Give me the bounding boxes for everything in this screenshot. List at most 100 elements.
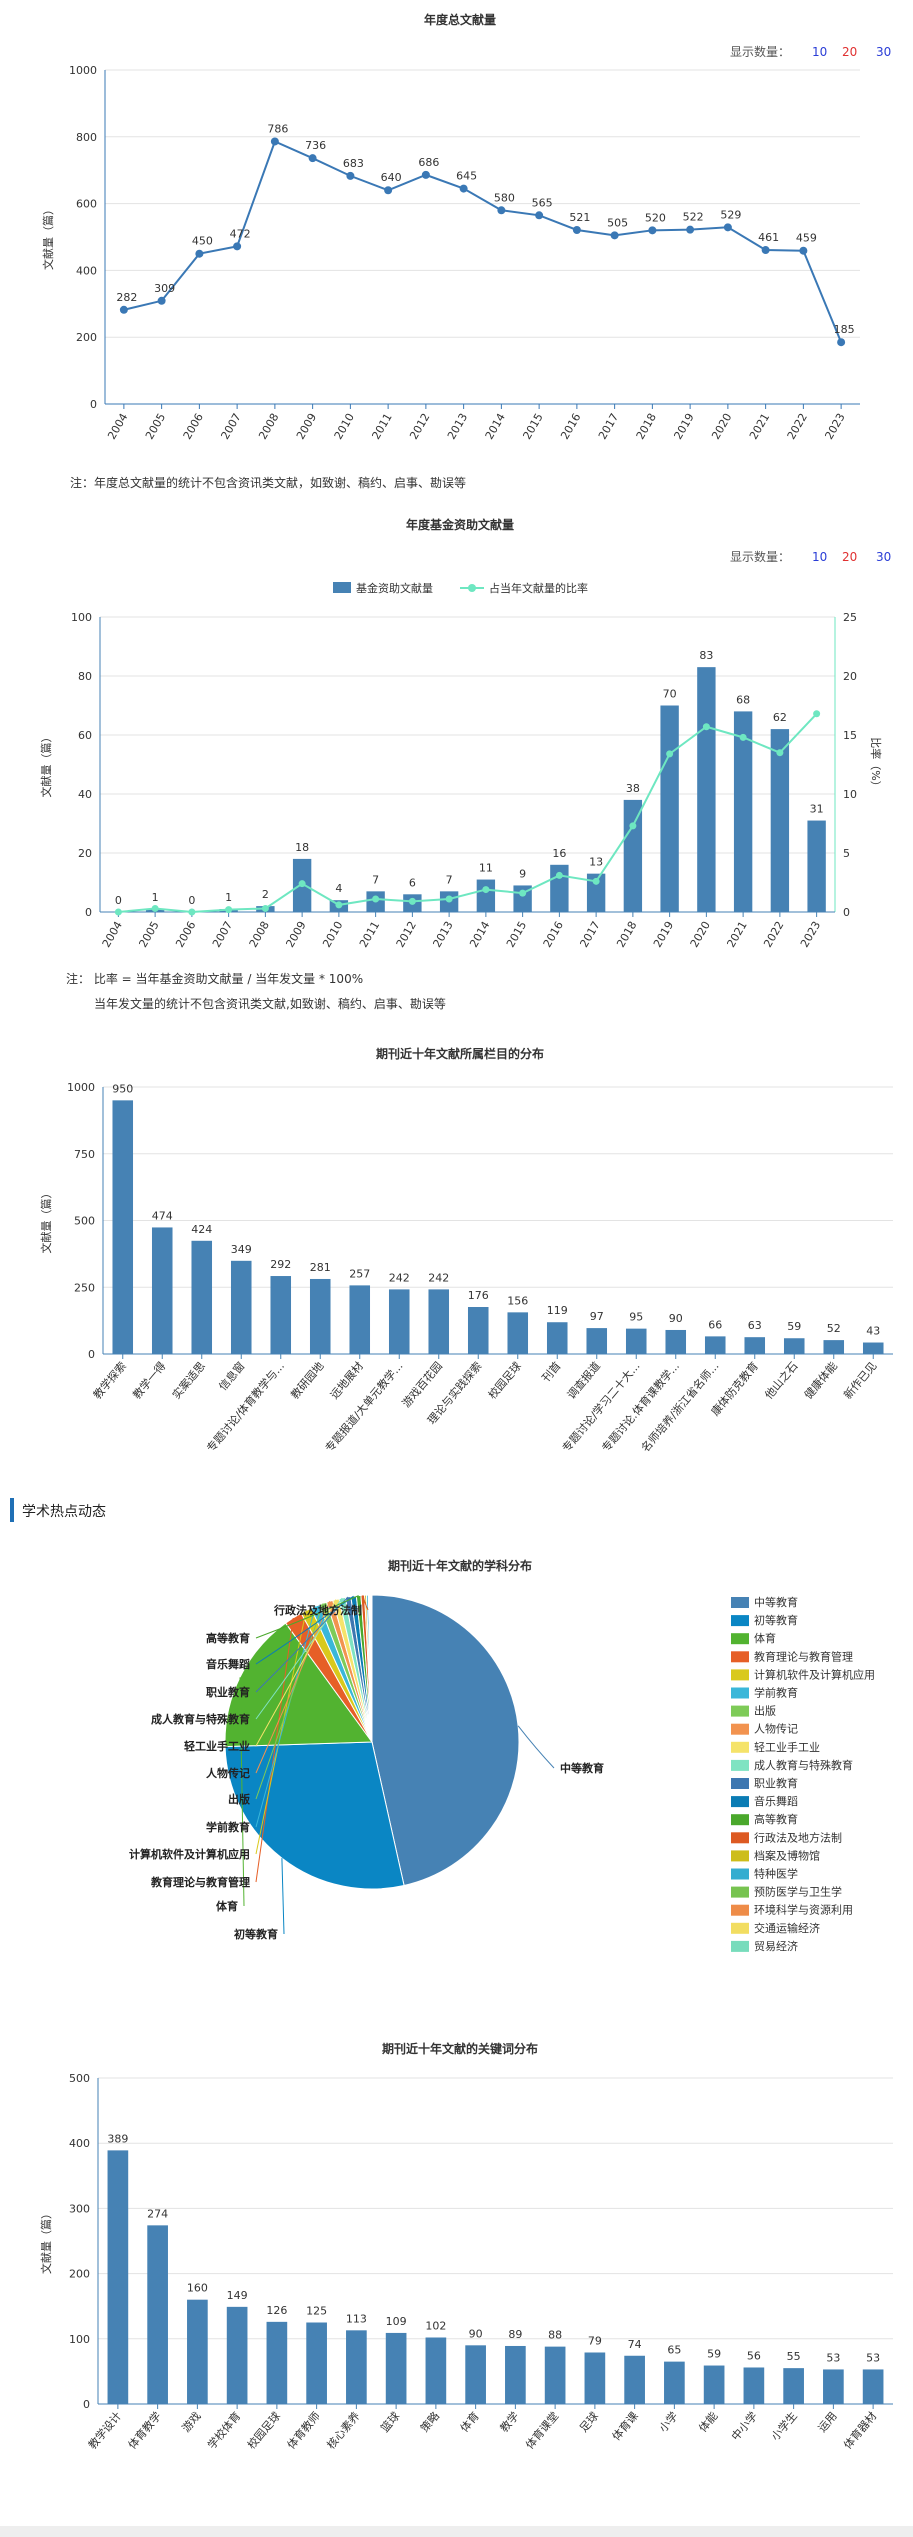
- bar[interactable]: [665, 1329, 687, 1354]
- data-point[interactable]: [270, 137, 279, 146]
- ratio-point[interactable]: [335, 901, 343, 909]
- bar[interactable]: [743, 2367, 765, 2404]
- legend-swatch[interactable]: [731, 1597, 749, 1608]
- data-point[interactable]: [421, 170, 430, 179]
- data-point[interactable]: [233, 242, 242, 251]
- legend-label[interactable]: 高等教育: [754, 1812, 798, 1826]
- ratio-point[interactable]: [555, 871, 563, 879]
- ratio-point[interactable]: [519, 889, 527, 897]
- legend-label[interactable]: 出版: [754, 1704, 776, 1718]
- legend-swatch[interactable]: [731, 1723, 749, 1735]
- legend-label[interactable]: 交通运输经济: [754, 1921, 820, 1935]
- legend-swatch[interactable]: [731, 1814, 749, 1826]
- legend-label[interactable]: 计算机软件及计算机应用: [754, 1667, 875, 1681]
- display-count-30[interactable]: 30: [876, 45, 891, 59]
- pie-slice[interactable]: [370, 1594, 373, 1743]
- legend-label[interactable]: 职业教育: [754, 1776, 798, 1790]
- bar[interactable]: [544, 2346, 566, 2404]
- bar[interactable]: [733, 711, 753, 912]
- bar[interactable]: [266, 2321, 288, 2404]
- ratio-point[interactable]: [482, 886, 490, 894]
- bar[interactable]: [507, 1312, 529, 1354]
- bar[interactable]: [346, 2330, 367, 2404]
- data-point[interactable]: [157, 296, 166, 305]
- bar[interactable]: [107, 2150, 129, 2404]
- legend-swatch[interactable]: [731, 1868, 749, 1880]
- ratio-point[interactable]: [813, 710, 821, 718]
- bar[interactable]: [425, 2337, 447, 2404]
- data-point[interactable]: [497, 206, 506, 215]
- legend-label[interactable]: 贸易经济: [754, 1939, 798, 1953]
- bar[interactable]: [703, 2365, 725, 2404]
- data-point[interactable]: [346, 171, 355, 180]
- legend-label[interactable]: 学前教育: [754, 1686, 798, 1700]
- legend-swatch[interactable]: [731, 1940, 749, 1952]
- bar[interactable]: [147, 2225, 168, 2404]
- bar[interactable]: [664, 2361, 685, 2404]
- ratio-point[interactable]: [739, 733, 747, 741]
- bar[interactable]: [226, 2306, 248, 2404]
- ratio-point[interactable]: [151, 904, 159, 912]
- bar[interactable]: [505, 2345, 526, 2404]
- legend-swatch[interactable]: [731, 1832, 749, 1844]
- bar[interactable]: [309, 1278, 331, 1354]
- bar[interactable]: [385, 2332, 407, 2404]
- bar[interactable]: [230, 1260, 252, 1354]
- display-count-30[interactable]: 30: [876, 550, 891, 564]
- legend-label[interactable]: 特种医学: [754, 1867, 798, 1881]
- data-point[interactable]: [837, 338, 846, 347]
- legend-label[interactable]: 人物传记: [754, 1722, 798, 1736]
- bar[interactable]: [584, 2352, 606, 2404]
- bar[interactable]: [546, 1322, 568, 1354]
- bar[interactable]: [783, 1338, 805, 1354]
- legend-swatch[interactable]: [731, 1796, 749, 1808]
- ratio-point[interactable]: [629, 822, 637, 830]
- display-count-10[interactable]: 10: [812, 550, 827, 564]
- bar[interactable]: [270, 1276, 292, 1354]
- legend-label[interactable]: 体育: [754, 1631, 776, 1645]
- data-point[interactable]: [799, 246, 808, 255]
- legend-swatch[interactable]: [731, 1904, 749, 1916]
- legend-swatch[interactable]: [731, 1741, 749, 1753]
- bar[interactable]: [476, 879, 496, 912]
- bar[interactable]: [151, 1227, 173, 1354]
- bar[interactable]: [306, 2322, 327, 2405]
- ratio-point[interactable]: [225, 906, 233, 914]
- display-count-10[interactable]: 10: [812, 45, 827, 59]
- data-point[interactable]: [308, 154, 317, 163]
- data-point[interactable]: [686, 225, 695, 234]
- pie-slice[interactable]: [224, 1741, 405, 1890]
- bar[interactable]: [862, 2369, 884, 2404]
- bar[interactable]: [660, 705, 679, 913]
- legend-swatch[interactable]: [731, 1850, 749, 1862]
- data-point[interactable]: [384, 186, 393, 195]
- legend-swatch[interactable]: [731, 1615, 749, 1627]
- data-point[interactable]: [535, 211, 544, 220]
- legend-swatch[interactable]: [731, 1886, 749, 1898]
- bar[interactable]: [624, 2355, 645, 2404]
- legend-label[interactable]: 环境科学与资源利用: [754, 1903, 853, 1917]
- bar[interactable]: [349, 1285, 371, 1354]
- data-point[interactable]: [723, 223, 732, 232]
- bar[interactable]: [770, 729, 790, 912]
- legend-swatch[interactable]: [731, 1759, 749, 1771]
- bar[interactable]: [823, 1340, 845, 1354]
- data-point[interactable]: [119, 305, 128, 314]
- ratio-point[interactable]: [445, 895, 453, 903]
- legend-label[interactable]: 预防医学与卫生学: [754, 1885, 842, 1899]
- bar[interactable]: [744, 1337, 766, 1354]
- legend-label[interactable]: 中等教育: [754, 1595, 798, 1609]
- legend-label-fund[interactable]: 基金资助文献量: [356, 581, 433, 595]
- legend-swatch[interactable]: [731, 1687, 749, 1699]
- ratio-point[interactable]: [776, 749, 784, 757]
- bar[interactable]: [187, 2299, 208, 2404]
- pie-slice[interactable]: [371, 1594, 520, 1887]
- legend-label[interactable]: 初等教育: [754, 1613, 798, 1627]
- ratio-point[interactable]: [372, 895, 380, 903]
- bar[interactable]: [783, 2368, 804, 2404]
- data-point[interactable]: [572, 225, 581, 234]
- legend-swatch-fund[interactable]: [333, 582, 351, 593]
- legend-swatch[interactable]: [731, 1778, 749, 1789]
- legend-swatch[interactable]: [731, 1705, 749, 1717]
- legend-swatch[interactable]: [731, 1651, 749, 1663]
